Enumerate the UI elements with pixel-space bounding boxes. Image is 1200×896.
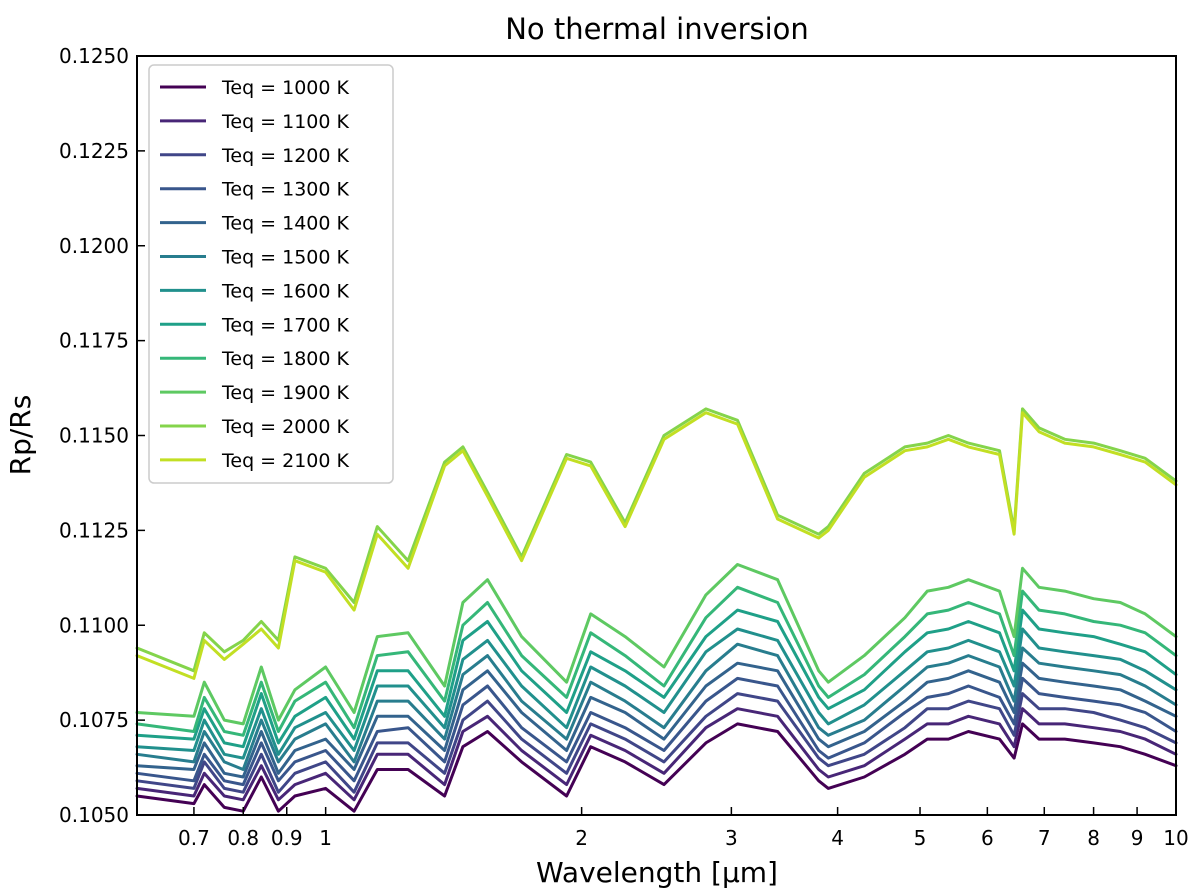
series-line-3 xyxy=(135,692,1178,794)
legend-label: Teq = 1900 K xyxy=(221,382,350,404)
legend-box xyxy=(148,64,394,484)
series-line-8 xyxy=(135,608,1178,749)
x-tick-label: 3 xyxy=(725,826,738,850)
series-line-7 xyxy=(135,627,1178,760)
chart-title: No thermal inversion xyxy=(505,12,809,46)
series-line-6 xyxy=(135,642,1178,771)
legend-label: Teq = 1800 K xyxy=(221,348,350,370)
x-tick-label: 0.7 xyxy=(178,826,210,850)
y-tick-label: 0.1100 xyxy=(59,613,129,637)
legend-label: Teq = 1400 K xyxy=(221,213,350,235)
legend: Teq = 1000 K Teq = 1100 K Teq = 1200 K Teq … xyxy=(148,64,394,484)
legend-label: Teq = 2100 K xyxy=(221,450,350,472)
x-tick-label: 0.9 xyxy=(271,826,303,850)
series-line-5 xyxy=(135,661,1178,779)
legend-label: Teq = 1000 K xyxy=(221,77,350,99)
y-axis: 0.1050 0.1075 0.1100 0.1125 0.1150 0.1175 0.12… xyxy=(59,44,145,827)
series-line-2 xyxy=(135,707,1178,802)
y-tick-label: 0.1075 xyxy=(59,708,129,732)
series-line-9 xyxy=(135,585,1178,737)
series-line-12 xyxy=(135,411,1178,680)
legend-label: Teq = 1700 K xyxy=(221,314,350,336)
x-axis-title: Wavelength [μm] xyxy=(536,856,778,889)
x-tick-label: 0.8 xyxy=(227,826,259,850)
legend-label: Teq = 1100 K xyxy=(221,111,350,133)
x-tick-label: 6 xyxy=(981,826,994,850)
legend-label: Teq = 2000 K xyxy=(221,416,350,438)
y-tick-label: 0.1125 xyxy=(59,518,129,542)
y-tick-label: 0.1200 xyxy=(59,234,129,258)
legend-label: Teq = 1600 K xyxy=(221,280,350,302)
y-axis-title: Rp/Rs xyxy=(4,395,37,476)
y-tick-label: 0.1150 xyxy=(59,424,129,448)
x-tick-label: 2 xyxy=(575,826,588,850)
x-tick-label: 7 xyxy=(1038,826,1051,850)
series-line-4 xyxy=(135,676,1178,787)
y-tick-label: 0.1225 xyxy=(59,139,129,163)
series-layer xyxy=(135,407,1178,813)
x-tick-label: 8 xyxy=(1087,826,1100,850)
legend-label: Teq = 1200 K xyxy=(221,145,350,167)
legend-label: Teq = 1300 K xyxy=(221,179,350,201)
x-tick-label: 1 xyxy=(319,826,332,850)
series-line-1 xyxy=(135,722,1178,813)
y-tick-label: 0.1050 xyxy=(59,803,129,827)
x-axis: 0.7 0.8 0.9 1 2 3 4 5 6 7 8 9 10 xyxy=(178,807,1189,850)
y-tick-label: 0.1175 xyxy=(59,329,129,353)
legend-label: Teq = 1500 K xyxy=(221,247,350,269)
series-line-10 xyxy=(135,563,1178,726)
x-tick-label: 5 xyxy=(914,826,927,850)
y-tick-label: 0.1250 xyxy=(59,44,129,68)
x-tick-label: 9 xyxy=(1131,826,1144,850)
x-tick-label: 4 xyxy=(831,826,844,850)
x-tick-label: 10 xyxy=(1163,826,1188,850)
